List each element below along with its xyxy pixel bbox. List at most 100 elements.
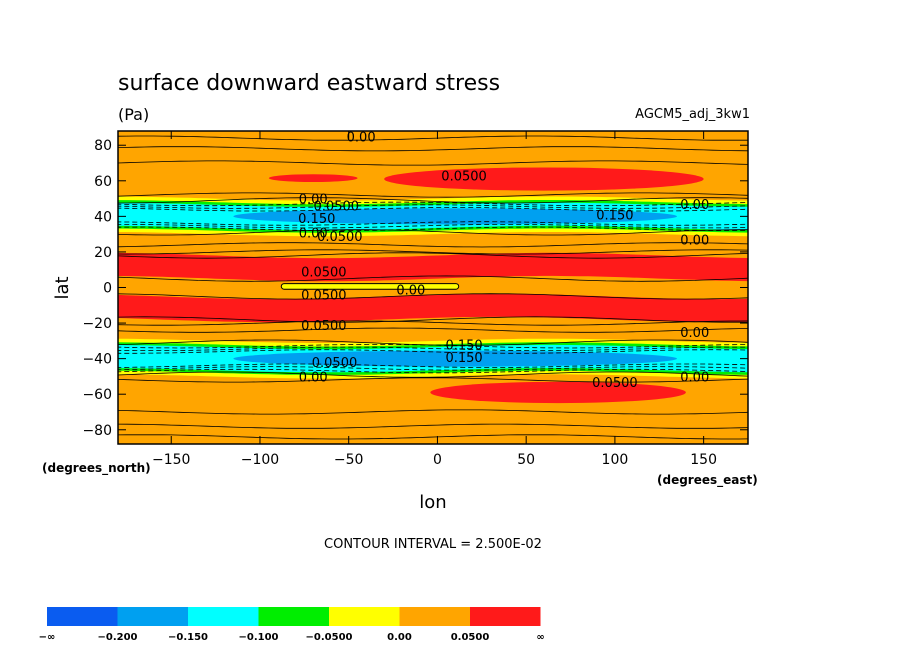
contour-label: 0.0500 <box>317 230 363 245</box>
colorbar-swatch <box>329 607 400 626</box>
contour-label: 0.00 <box>299 193 328 208</box>
contour-solid <box>118 293 748 300</box>
fill-red-band-south-tropics <box>118 293 748 323</box>
contour-interval-text: CONTOUR INTERVAL = 2.500E-02 <box>324 537 542 552</box>
contour-dashed <box>118 366 748 371</box>
contour-label: 0.150 <box>596 209 633 224</box>
chart-title: surface downward eastward stress <box>118 71 500 96</box>
fill-jet-south-blue <box>233 350 678 367</box>
contour-dashed <box>118 346 748 351</box>
x-tick-label: −100 <box>241 452 279 468</box>
contour-dashed <box>118 363 748 368</box>
colorbar-swatch <box>258 607 329 626</box>
fill-equator-yellow <box>280 283 460 290</box>
y-tick-label: 80 <box>94 138 112 154</box>
contour-label: 0.00 <box>680 370 709 385</box>
fill-red-band-north-tropics <box>118 252 748 282</box>
y-axis: 80 60 40 20 0 −20 −40 −60 −80 <box>82 138 748 439</box>
colorbar-label: −0.150 <box>168 632 208 643</box>
colorbar-swatch <box>399 607 470 626</box>
contour-solid <box>118 423 748 429</box>
colorbar-swatch <box>470 607 541 626</box>
fill-red-blob-north-small <box>268 174 358 183</box>
contour-solid <box>118 371 748 378</box>
colorbar-swatch <box>188 607 259 626</box>
y-axis-title: lat <box>52 276 73 299</box>
y-tick-label: 20 <box>94 245 112 261</box>
y-tick-label: 60 <box>94 174 112 190</box>
contour-solid <box>118 339 748 346</box>
x-tick-label: 50 <box>517 452 535 468</box>
x-tick-label: 100 <box>602 452 629 468</box>
contour-dashed <box>118 224 748 229</box>
contour-label: 0.00 <box>396 283 425 298</box>
contour-solid <box>118 249 748 255</box>
contour-label: 0.00 <box>299 226 328 241</box>
contour-solid <box>118 434 748 440</box>
y-tick-label: 40 <box>94 209 112 225</box>
contour-solid <box>118 409 748 415</box>
contour-solid <box>118 327 748 333</box>
contour-label: 0.0500 <box>314 200 360 215</box>
colorbar-label: 0.0500 <box>451 632 490 643</box>
contour-label: 0.0500 <box>312 356 358 371</box>
plot-area <box>118 131 748 444</box>
dataset-label: AGCM5_adj_3kw1 <box>635 107 750 122</box>
contour-dashed <box>118 201 748 207</box>
x-axis: −150 −100 −50 0 50 100 150 <box>152 131 717 468</box>
contour-label: 0.0500 <box>441 169 487 184</box>
colorbar-label: −0.200 <box>97 632 137 643</box>
contour-label: 0.00 <box>299 370 328 385</box>
contour-solid <box>118 377 748 383</box>
contour-dashed <box>118 226 748 231</box>
x-tick-label: −50 <box>334 452 364 468</box>
contour-label: 0.00 <box>680 233 709 248</box>
y-tick-label: 0 <box>103 281 112 297</box>
y-units-label: (degrees_north) <box>42 461 151 476</box>
contour-label: 0.0500 <box>301 319 347 334</box>
colorbar-label: 0.00 <box>387 632 412 643</box>
y-tick-label: −40 <box>82 352 112 368</box>
contour-label: 0.150 <box>445 338 482 353</box>
contour-label: 0.00 <box>680 198 709 213</box>
contour-solid <box>118 192 748 198</box>
contour-solid <box>118 135 748 141</box>
contour-solid <box>118 316 748 323</box>
colorbar-swatch <box>47 607 118 626</box>
contour-dashed <box>118 204 748 209</box>
y-tick-label: −60 <box>82 387 112 403</box>
x-tick-label: 0 <box>433 452 442 468</box>
contour-solid <box>118 242 748 248</box>
y-tick-label: −20 <box>82 316 112 332</box>
contour-solid <box>118 252 748 259</box>
contour-label: 0.0500 <box>592 376 638 391</box>
contour-solid <box>118 160 748 166</box>
contour-solid <box>118 275 748 282</box>
contour-solid <box>118 197 748 204</box>
colorbar-label: −0.0500 <box>306 632 353 643</box>
x-axis-title: lon <box>419 492 446 513</box>
x-units-label: (degrees_east) <box>657 473 758 488</box>
contour-dashed <box>118 221 748 226</box>
contour-label: 0.150 <box>298 212 335 227</box>
contour-dashed <box>118 207 748 212</box>
colorbar-label: −∞ <box>39 632 56 643</box>
fill-red-blob-south <box>430 381 686 404</box>
colorbar: −∞ −0.200 −0.150 −0.100 −0.0500 0.00 0.0500 ∞ <box>39 607 545 643</box>
contour-label: 0.150 <box>445 351 482 366</box>
contour-dashed <box>118 368 748 374</box>
contour-solid <box>118 146 748 152</box>
contour-label: 0.00 <box>680 326 709 341</box>
x-tick-label: −150 <box>152 452 190 468</box>
contour-solid <box>118 229 748 236</box>
contour-label: 0.00 <box>347 130 376 145</box>
contour-lines <box>118 135 748 440</box>
units-label: (Pa) <box>118 105 149 124</box>
fill-red-blob-north <box>384 167 704 191</box>
fill-jet-north-blue <box>233 208 678 225</box>
colorbar-swatch <box>117 607 188 626</box>
colorbar-label: −0.100 <box>238 632 278 643</box>
contour-solid <box>118 320 748 326</box>
